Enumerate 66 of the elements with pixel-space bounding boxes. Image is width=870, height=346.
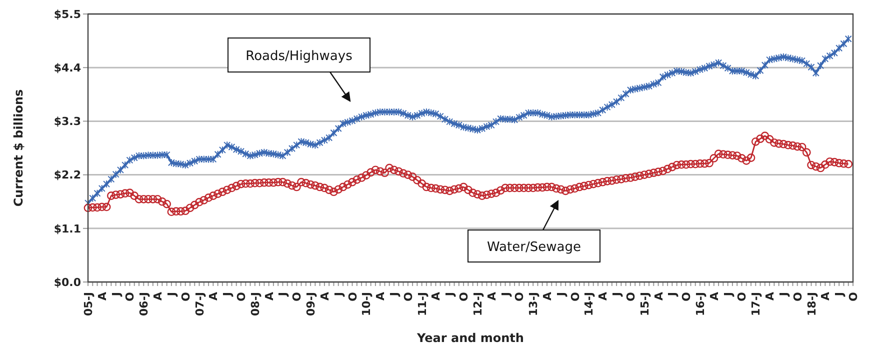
x-tick-label: A: [430, 292, 443, 301]
x-tick-label: J: [276, 292, 290, 298]
x-axis-title: Year and month: [416, 331, 524, 345]
x-tick-label: O: [458, 292, 471, 302]
x-tick-label: 12-J: [471, 292, 484, 316]
x-tick-label: O: [680, 292, 694, 302]
x-tick-label: O: [624, 292, 638, 302]
x-tick-label: J: [332, 292, 346, 298]
x-tick-label: O: [346, 292, 360, 302]
annotation: Water/Sewage: [487, 240, 581, 255]
x-tick-label: A: [652, 292, 666, 301]
x-tick-label: J: [777, 292, 790, 298]
x-tick-label: A: [541, 292, 554, 301]
x-tick-label: O: [290, 292, 304, 302]
y-tick-label: $3.3: [54, 115, 81, 128]
x-tick-label: O: [179, 292, 192, 302]
x-tick-label: 08-J: [248, 292, 262, 316]
y-tick-label: $4.4: [54, 62, 82, 75]
x-tick-label: 10-J: [360, 292, 374, 316]
x-tick-label: J: [666, 292, 680, 298]
y-tick-label: $2.2: [54, 168, 81, 182]
x-tick-label: O: [124, 292, 137, 302]
x-tick-label: 15-J: [638, 292, 652, 316]
y-tick-label: $5.5: [54, 8, 81, 21]
x-tick-label: A: [262, 292, 276, 301]
x-tick-label: 16-J: [694, 292, 707, 316]
x-tick-label: O: [402, 292, 415, 302]
x-tick-label: 06-J: [138, 292, 151, 316]
x-tick-label: A: [708, 292, 721, 301]
x-tick-label: 05-J: [82, 292, 95, 316]
y-axis-title: Current $ billions: [11, 89, 26, 207]
x-tick-label: O: [235, 292, 248, 302]
y-tick-label: $0.0: [54, 276, 82, 289]
x-tick-label: 13-J: [527, 292, 540, 316]
x-tick-label: A: [318, 292, 332, 301]
x-tick-label: O: [791, 292, 804, 302]
x-tick-label: A: [374, 292, 388, 301]
x-tick-label: J: [444, 292, 457, 298]
x-tick-label: A: [152, 292, 165, 301]
x-tick-label: O: [568, 292, 582, 302]
x-tick-label: J: [110, 292, 123, 298]
x-tick-label: 17-J: [750, 292, 763, 316]
x-tick-label: 14-J: [582, 292, 596, 316]
x-tick-label: J: [388, 292, 401, 298]
x-tick-label: O: [847, 292, 860, 302]
x-tick-label: A: [764, 292, 777, 301]
x-tick-label: 09-J: [304, 292, 318, 316]
x-tick-label: A: [819, 292, 832, 301]
x-tick-label: A: [596, 292, 610, 301]
x-tick-label: O: [736, 292, 749, 302]
x-tick-label: J: [722, 292, 735, 298]
x-tick-label: A: [96, 292, 109, 301]
x-tick-label: O: [513, 292, 526, 302]
x-tick-label: A: [207, 292, 220, 301]
x-tick-label: 07-J: [193, 292, 206, 316]
x-tick-label: J: [554, 292, 568, 298]
x-tick-label: J: [165, 292, 178, 298]
x-tick-label: 11-J: [416, 292, 429, 316]
x-tick-label: J: [833, 292, 846, 298]
x-tick-label: A: [485, 292, 498, 301]
annotation: Roads/Highways: [246, 49, 353, 64]
x-tick-label: 18-J: [805, 292, 818, 316]
x-tick-label: J: [221, 292, 234, 298]
x-tick-label: J: [610, 292, 624, 298]
x-tick-label: J: [499, 292, 512, 298]
y-tick-label: $1.1: [54, 222, 81, 236]
